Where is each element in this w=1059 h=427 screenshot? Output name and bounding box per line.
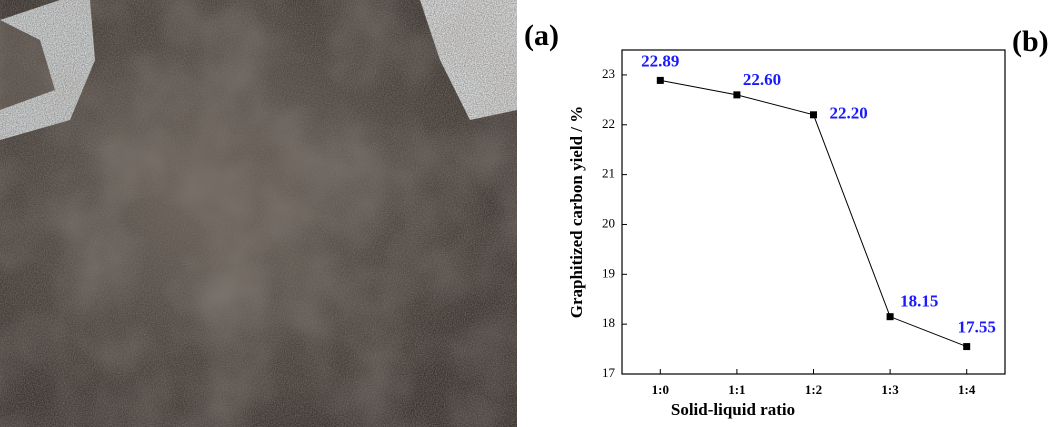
panel-label: (b) <box>1012 25 1049 58</box>
data-label: 22.60 <box>743 70 781 89</box>
plot-frame <box>621 49 1006 375</box>
marker <box>963 343 971 351</box>
data-label: 18.15 <box>900 292 938 311</box>
y-tick-label: 19 <box>602 265 615 280</box>
x-axis-label: Solid-liquid ratio <box>671 400 795 419</box>
marker <box>733 91 741 99</box>
y-tick-label: 22 <box>602 116 615 131</box>
y-tick-label: 21 <box>602 166 615 181</box>
data-label: 22.20 <box>830 104 868 123</box>
data-label: 17.55 <box>958 317 996 336</box>
x-tick-label: 1:2 <box>805 382 822 397</box>
marker <box>656 76 664 84</box>
y-tick-label: 18 <box>602 315 615 330</box>
y-axis-label: Graphitized carbon yield / % <box>567 106 586 319</box>
x-tick-label: 1:0 <box>652 382 669 397</box>
data-label: 22.89 <box>641 51 679 70</box>
y-tick-label: 17 <box>602 365 616 380</box>
x-tick-label: 1:4 <box>958 382 976 397</box>
panel-label: (a) <box>524 19 559 52</box>
y-tick-label: 20 <box>602 215 615 230</box>
marker <box>810 111 817 119</box>
x-tick-label: 1:1 <box>728 382 745 397</box>
y-tick-label: 23 <box>602 66 615 81</box>
photo <box>0 0 517 427</box>
x-tick-label: 1:3 <box>881 382 899 397</box>
marker <box>886 313 894 321</box>
